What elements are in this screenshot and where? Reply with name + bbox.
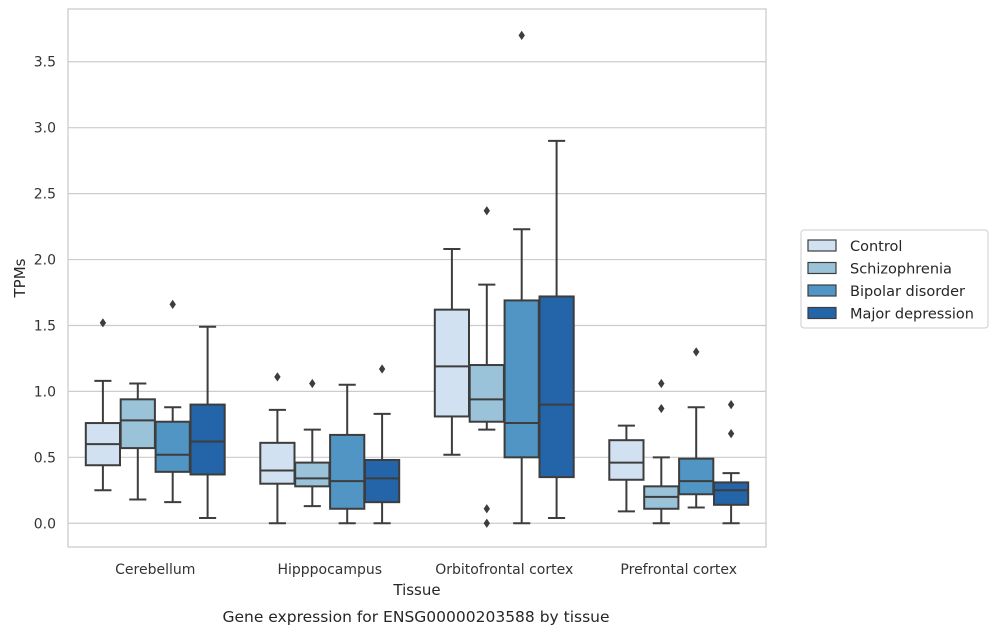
outlier-point — [483, 206, 490, 216]
box-group — [294, 378, 331, 508]
x-tick-label: Prefrontal cortex — [620, 562, 737, 578]
legend-label: Bipolar disorder — [850, 284, 965, 300]
y-tick-label: 1.0 — [34, 384, 56, 400]
legend-swatch — [807, 261, 837, 275]
box — [119, 398, 156, 450]
outlier-point — [727, 428, 735, 439]
y-tick-labels: 0.0 0.5 1.0 1.5 2.0 2.5 3.0 3.5 — [34, 55, 56, 533]
box — [329, 433, 366, 510]
y-tick-label: 3.5 — [34, 55, 56, 71]
outlier-point — [274, 372, 281, 382]
box-group — [363, 364, 401, 525]
box-group — [608, 424, 645, 513]
legend-item: Bipolar disorder — [807, 284, 965, 300]
box-group — [678, 347, 715, 509]
box — [468, 364, 505, 423]
outlier-point — [727, 399, 735, 410]
legend-label: Major depression — [850, 307, 974, 323]
box-group — [538, 139, 575, 519]
box-group — [433, 247, 471, 456]
box — [363, 458, 401, 504]
x-tick-labels: Cerebellum Hipppocampus Orbitofrontal cort… — [115, 562, 737, 578]
box-group — [259, 372, 296, 525]
box-group — [119, 382, 156, 501]
y-tick-label: 3.0 — [34, 121, 56, 137]
legend-swatch — [807, 284, 837, 297]
outlier-point — [483, 518, 490, 528]
outlier-point — [658, 403, 665, 414]
box — [433, 308, 471, 418]
box — [189, 403, 226, 476]
outlier-point — [309, 378, 316, 389]
box-group — [712, 399, 750, 525]
x-tick-label: Orbitofrontal cortex — [435, 562, 573, 578]
legend-item: Control — [807, 239, 902, 255]
x-axis-title: Tissue — [392, 581, 440, 599]
box-group — [329, 383, 366, 525]
legend-item: Schizophrenia — [807, 261, 952, 278]
outlier-point — [483, 504, 490, 514]
box — [608, 439, 645, 481]
box-group — [643, 378, 680, 525]
legend-label: Control — [850, 239, 902, 255]
legend-frame — [800, 229, 989, 329]
box-group — [189, 325, 226, 519]
box — [538, 295, 575, 479]
outlier-point — [693, 347, 700, 357]
box — [294, 461, 331, 488]
outlier-point — [658, 378, 665, 389]
legend-swatch — [807, 239, 837, 252]
legend-swatch — [807, 306, 837, 320]
x-tick-label: Cerebellum — [115, 562, 195, 578]
y-tick-label: 0.5 — [34, 450, 56, 466]
box — [259, 441, 296, 485]
box — [712, 481, 750, 506]
y-tick-label: 0.0 — [34, 516, 56, 532]
y-tick-label: 2.0 — [34, 253, 56, 269]
y-tick-label: 1.5 — [34, 318, 56, 334]
outlier-point — [169, 299, 176, 309]
box-group — [84, 318, 122, 492]
outlier-point — [518, 30, 525, 40]
legend: Control Schizophrenia Bipolar disorder Majo… — [800, 229, 989, 329]
chart-caption: Gene expression for ENSG00000203588 by t… — [222, 608, 609, 626]
legend-label: Schizophrenia — [850, 262, 952, 278]
outlier-point — [99, 318, 107, 328]
box-group — [503, 30, 540, 525]
box-group — [468, 206, 505, 528]
outlier-point — [378, 364, 386, 374]
y-axis-title: TPMs — [11, 258, 29, 298]
box-group — [154, 299, 191, 504]
legend-item: Major depression — [807, 306, 974, 323]
plot-frame — [67, 8, 767, 548]
box-series — [84, 30, 750, 528]
y-tick-label: 2.5 — [34, 187, 56, 203]
box — [503, 299, 540, 459]
box — [154, 420, 191, 473]
x-tick-label: Hipppocampus — [277, 562, 382, 578]
box — [678, 457, 715, 496]
